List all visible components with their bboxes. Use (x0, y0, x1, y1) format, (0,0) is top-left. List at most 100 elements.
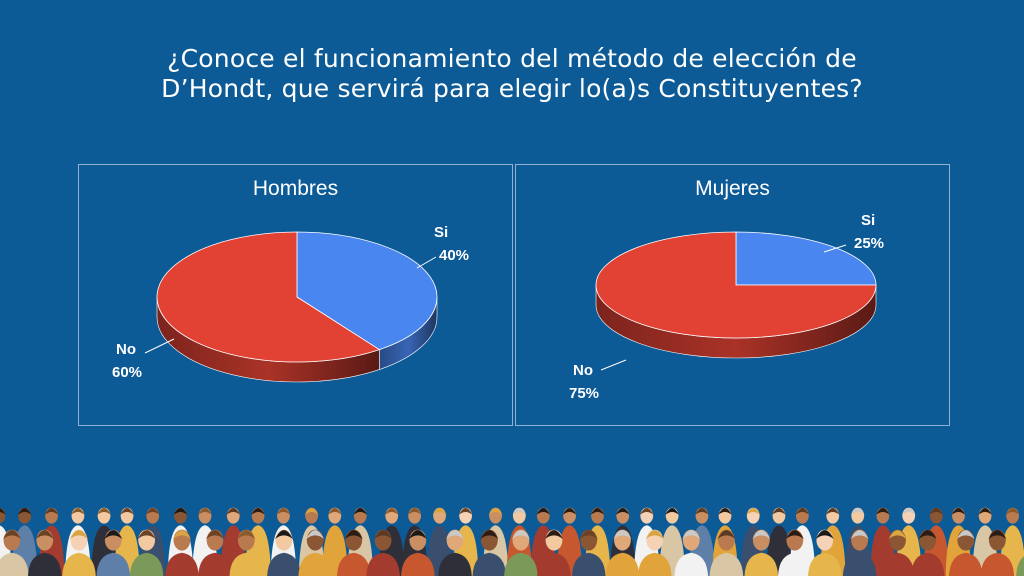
person-hair (645, 530, 664, 540)
person-hair (888, 530, 907, 540)
chart-panel-mujeres: Mujeres Si 25% No 75% (515, 164, 950, 426)
person-hair (407, 508, 422, 515)
person-hair (44, 508, 59, 515)
person-hair (3, 530, 21, 540)
person-hair (815, 530, 834, 540)
person-hair (276, 508, 291, 515)
person-hair (901, 508, 916, 515)
person-hair (695, 508, 709, 515)
person-body (980, 552, 1015, 576)
person-hair (951, 508, 966, 515)
person-hair (35, 530, 54, 540)
person-hair (1005, 508, 1020, 515)
person-body (808, 552, 842, 576)
person-hair (579, 530, 598, 540)
person-hair (850, 508, 865, 515)
person-body (910, 552, 945, 576)
person-hair (613, 530, 632, 540)
chart-title-mujeres: Mujeres (695, 177, 770, 200)
person-body (504, 552, 538, 576)
person-hair (876, 508, 890, 515)
leader-line-no-hombres (144, 338, 175, 354)
person-hair (717, 530, 736, 540)
person-body (605, 552, 640, 576)
pie-slice-no (595, 231, 877, 339)
person-hair (70, 530, 88, 540)
title-line-1: ¿Conoce el funcionamiento del método de … (167, 44, 857, 73)
person-hair (978, 508, 992, 515)
label-value-no-hombres: 60% (112, 364, 142, 381)
page-title: ¿Conoce el funcionamiento del método de … (60, 44, 964, 104)
pie-slice-no (156, 231, 381, 363)
person-hair (104, 530, 123, 540)
crowd-people (0, 507, 1024, 576)
person-hair (929, 508, 944, 515)
person-hair (956, 530, 975, 540)
pie-chart-mujeres: Si 25% No 75% (569, 212, 884, 402)
person-hair (306, 530, 325, 540)
person-body (537, 552, 571, 576)
person-hair (145, 508, 160, 515)
person-hair (785, 530, 804, 540)
pie-chart-hombres: Si 40% No 60% (112, 224, 469, 383)
leader-line-si-mujeres (823, 244, 847, 253)
person-body (229, 552, 264, 576)
pie-hombres (156, 231, 438, 383)
person-hair (206, 530, 224, 540)
crowd-illustration (0, 507, 1024, 576)
person-body (880, 552, 915, 576)
person-hair (512, 508, 527, 515)
person-hair (172, 530, 191, 540)
leader-line-si-hombres (416, 256, 437, 269)
person-body (96, 552, 131, 576)
person-body (198, 552, 232, 576)
person-hair (251, 508, 265, 515)
person-hair (120, 508, 134, 515)
person-hair (746, 508, 761, 515)
person-hair (446, 530, 464, 540)
person-body (571, 552, 606, 576)
person-hair (173, 508, 188, 515)
label-name-si-mujeres: Si (861, 212, 875, 229)
person-body (27, 552, 62, 576)
person-body (129, 552, 164, 576)
person-body (267, 552, 301, 576)
title-line-2: D’Hondt, que servirá para elegir lo(a)s … (161, 74, 863, 103)
person-hair (665, 508, 679, 515)
label-value-no-mujeres: 75% (569, 385, 599, 402)
person-hair (480, 530, 499, 540)
person-hair (374, 530, 393, 540)
person-hair (850, 530, 869, 540)
pie-mujeres (595, 231, 877, 359)
person-hair (752, 530, 771, 540)
person-hair (408, 530, 427, 540)
person-hair (615, 508, 630, 515)
label-name-no-mujeres: No (573, 362, 593, 379)
person-hair (432, 508, 447, 515)
person-body (1016, 556, 1024, 576)
chart-panel-hombres: Hombres Si 40% No 60% (78, 164, 513, 426)
person-hair (97, 508, 111, 515)
person-body (472, 552, 507, 576)
label-name-si-hombres: Si (434, 224, 448, 241)
pie-slice-si (296, 231, 438, 351)
person-hair (353, 508, 368, 515)
label-name-no-hombres: No (116, 341, 136, 358)
person-hair (0, 508, 6, 515)
person-hair (488, 508, 503, 515)
person-hair (275, 530, 293, 540)
chart-title-hombres: Hombres (252, 177, 339, 200)
person-hair (545, 530, 563, 540)
person-hair (384, 508, 399, 515)
person-hair (226, 508, 241, 515)
person-body (709, 552, 744, 576)
person-hair (511, 530, 530, 540)
person-body (336, 552, 371, 576)
person-body (674, 552, 709, 576)
pie-slice-si (735, 231, 877, 286)
person-hair (918, 530, 937, 540)
person-hair (772, 508, 786, 515)
person-body (637, 552, 672, 576)
person-hair (237, 530, 256, 540)
person-body (842, 552, 877, 576)
